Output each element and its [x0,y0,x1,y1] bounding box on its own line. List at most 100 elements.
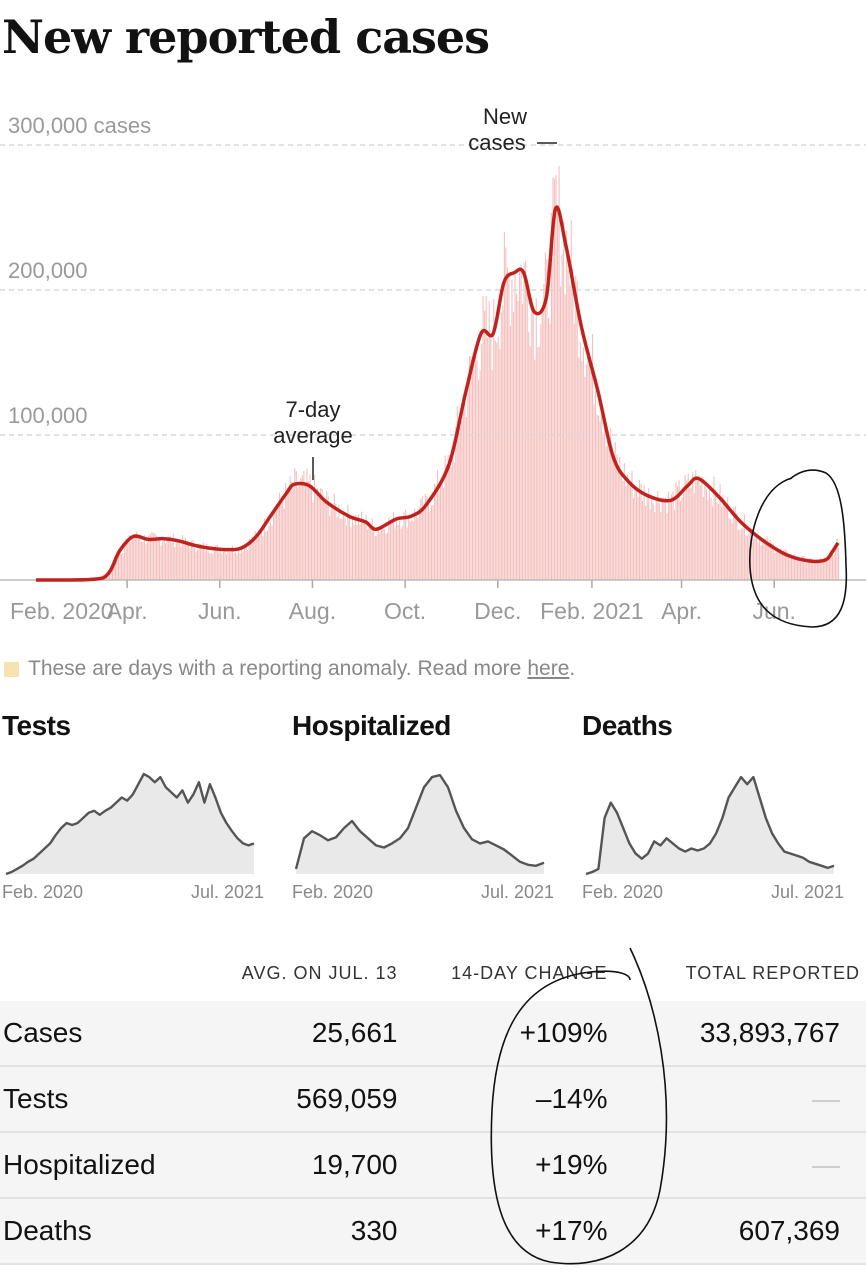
daily-bar [324,501,326,580]
daily-bar [566,230,568,580]
daily-bar [461,421,463,580]
daily-bar [803,555,805,580]
daily-bar [783,549,785,580]
daily-bar [587,350,589,580]
daily-bar [288,491,290,580]
daily-bar [786,550,788,580]
daily-bar [333,493,335,580]
daily-bar [736,513,738,580]
daily-bar [523,263,525,580]
daily-bar [365,515,367,580]
daily-bar [591,333,594,580]
daily-bar [184,537,186,580]
daily-bar [178,541,180,580]
daily-bar [159,538,161,580]
daily-bar [809,558,811,580]
daily-bar [238,546,240,580]
daily-bar [332,506,334,580]
daily-bar [149,534,152,580]
daily-bar [511,279,513,580]
mini-tick-end: Jul. 2021 [770,882,844,902]
daily-bar [339,518,341,580]
daily-bar [487,337,489,580]
daily-bar [163,540,165,580]
row-name: Deaths [0,1198,237,1265]
daily-bar [307,481,309,580]
daily-bar [619,456,621,580]
read-more-link[interactable]: here [527,657,570,680]
daily-bar [151,532,153,580]
row-total: 607,369 [607,1198,866,1265]
daily-bar [215,544,217,580]
mini-area [296,775,544,874]
daily-bar [525,260,527,580]
daily-bar [838,547,840,580]
daily-bar [397,524,399,580]
daily-bar [399,520,401,580]
daily-bar [225,554,227,580]
daily-bar [143,534,145,580]
mini-tick-start: Feb. 2020 [582,882,664,902]
daily-bar [707,500,709,580]
daily-bar [257,532,259,580]
x-tick-label: Aug. [289,598,336,624]
daily-bar [468,356,470,580]
daily-bar [125,542,127,580]
daily-bar [303,471,305,580]
daily-bar [766,536,768,580]
daily-bar [684,475,686,580]
daily-bar [392,512,395,580]
daily-bar [642,500,644,580]
x-tick-label: Jun. [752,598,795,624]
daily-bar [174,547,176,580]
daily-bar [374,535,376,580]
daily-bar [593,404,595,580]
table-row: Tests 569,059 –14% — [0,1066,866,1133]
daily-bar [406,527,408,580]
daily-bar [708,487,710,580]
annotation-7day-line1: 7-day [285,397,340,422]
daily-bar [259,536,261,580]
daily-bar [505,247,507,581]
daily-bar [585,364,587,580]
daily-bar [329,515,331,580]
daily-bar [222,551,224,580]
daily-bar [669,502,671,580]
x-tick-label: Apr. [107,598,148,624]
table-row: Deaths 330 +17% 607,369 [0,1198,866,1265]
daily-bar [295,471,297,580]
daily-bar [359,524,361,580]
daily-bar [171,543,173,580]
daily-bar [590,359,592,580]
daily-bar [368,527,370,580]
daily-bar [573,324,575,580]
daily-bar [444,455,446,580]
daily-bar [781,550,783,580]
daily-bar [236,554,238,580]
daily-bar [356,524,358,580]
anomaly-swatch [4,661,19,677]
daily-bar [342,511,344,580]
daily-bar [775,552,777,580]
daily-bar [224,549,226,580]
y-tick-label: 100,000 [8,403,88,428]
mini-chart-plot [585,775,835,876]
daily-bar [358,514,360,580]
daily-bar [714,489,717,580]
x-tick-label: Feb. 2020 [10,598,114,624]
row-avg: 19,700 [236,1132,398,1199]
daily-bar [145,544,147,580]
daily-bar [254,531,256,580]
daily-bar [142,542,144,580]
daily-bar [777,550,779,580]
x-tick-label: Dec. [474,598,521,624]
daily-bar [611,452,613,580]
seven-day-average-line [35,205,840,582]
header-empty [0,945,236,1001]
daily-bar [733,507,735,580]
daily-bar [414,508,416,580]
daily-bar [450,467,452,580]
daily-bar [282,501,284,580]
daily-bar [605,446,607,580]
daily-bar [289,476,291,580]
